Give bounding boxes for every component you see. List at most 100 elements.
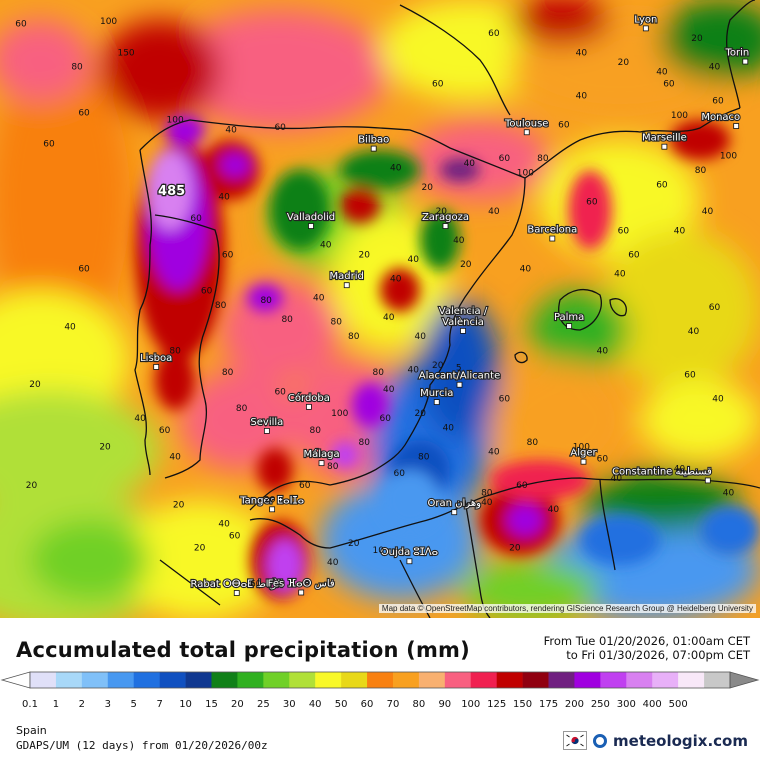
value-label: 80 [359, 438, 371, 448]
value-label: 60 [684, 371, 696, 381]
value-label: 20 [432, 361, 444, 371]
city-marker [269, 506, 276, 513]
value-label: 40 [614, 270, 626, 280]
city-label: Alacant/Alicante [419, 371, 500, 382]
city-marker [406, 558, 413, 565]
value-label: 40 [488, 207, 500, 217]
legend-swatches [0, 671, 760, 689]
city-label: Constantine قسنطينة [612, 466, 712, 477]
value-label: 60 [78, 108, 90, 118]
value-label: 80 [537, 154, 549, 164]
legend-label: 30 [283, 699, 296, 710]
legend-label: 15 [205, 699, 218, 710]
value-label: 40 [464, 159, 476, 169]
legend-swatch [341, 672, 368, 688]
value-label: 60 [558, 120, 570, 130]
value-label: 40 [383, 385, 395, 395]
value-label: 40 [415, 332, 427, 342]
legend-outline [29, 671, 731, 689]
city-marker [308, 223, 314, 229]
value-label: 20 [173, 500, 185, 510]
value-label: 20 [436, 207, 448, 217]
value-label: 20 [509, 544, 521, 554]
value-label: 80 [348, 332, 360, 342]
city-label: Sevilla [250, 417, 283, 428]
value-label: 60 [394, 469, 406, 479]
city-marker [233, 590, 240, 596]
precip-field-detail [135, 115, 760, 600]
brand-name: meteologix.com [613, 731, 748, 750]
city-marker [442, 223, 449, 229]
value-label: 100 [720, 152, 737, 162]
city-labels: Lyon Torin Monaco Toulouse Marseille Bilbao Va… [139, 13, 750, 596]
city-label: Valencia / [439, 306, 488, 317]
value-label: 80 [695, 166, 707, 176]
value-label: 60 [43, 140, 55, 150]
value-label: 20 [26, 481, 38, 491]
value-label: 60 [516, 481, 528, 491]
city-marker [298, 589, 305, 596]
precipitation-map[interactable]: Lyon Torin Monaco Toulouse Marseille Bilbao Va… [0, 0, 760, 618]
value-label: 20 [691, 34, 703, 44]
legend-swatch [678, 672, 705, 688]
value-label: 80 [260, 296, 272, 306]
city-marker [580, 458, 587, 465]
city-marker [153, 364, 160, 370]
value-label: 150 [117, 48, 134, 58]
value-label: 80 [169, 346, 181, 356]
period-from: From Tue 01/20/2026, 01:00am CET [543, 634, 750, 648]
city-marker [318, 460, 325, 467]
legend-swatch [704, 672, 731, 688]
value-label: 80 [236, 404, 248, 414]
city-label: Fès ⴼⴰⵙ فاس [268, 578, 335, 590]
value-label: 40 [225, 125, 237, 135]
value-label: 80 [281, 315, 293, 325]
value-label: 40 [576, 92, 588, 102]
legend-label: 150 [513, 699, 532, 710]
chart-title: Accumulated total precipitation (mm) [16, 638, 470, 662]
value-label: 80 [373, 368, 385, 378]
value-label: 40 [712, 395, 724, 405]
legend-swatch [55, 672, 83, 688]
legend-swatch [367, 672, 394, 688]
value-label: 60 [250, 580, 262, 590]
color-legend: 0.1 1 2 3 5 7 10 15 20 25 30 40 50 60 70 80 90 100 125 150 1… [0, 671, 760, 710]
legend-swatch [470, 672, 497, 688]
city-marker [549, 235, 556, 242]
legend-swatch [548, 672, 575, 688]
value-label: 60 [380, 414, 392, 424]
value-label: 80 [418, 452, 430, 462]
city-label: Oran وهران [428, 498, 482, 509]
meteologix-logo-icon [593, 733, 608, 748]
value-label: 60 [628, 250, 640, 260]
value-label: 40 [313, 294, 325, 304]
value-label: 40 [64, 322, 76, 332]
legend-label: 50 [335, 699, 348, 710]
value-label: 60 [597, 455, 609, 465]
value-label: 20 [348, 539, 360, 549]
model-run: GDAPS/UM (12 days) from 01/20/2026/00z [16, 739, 268, 752]
legend-swatch [574, 672, 601, 688]
value-label: 20 [29, 380, 41, 390]
city-marker [642, 25, 649, 32]
value-label: 20 [194, 544, 206, 554]
legend-label: 40 [309, 699, 322, 710]
value-label: 60 [586, 197, 598, 207]
value-label: 40 [674, 464, 686, 474]
value-label: 40 [702, 207, 714, 217]
value-label: 80 [481, 488, 493, 498]
city-marker [370, 145, 377, 152]
city-label: Palma [554, 312, 584, 323]
value-label: 80 [215, 301, 227, 311]
city-label: Málaga [303, 448, 339, 460]
value-label: 40 [390, 164, 402, 174]
city-label: Tanger ⵟⴰⵏⵊⴰ [239, 495, 304, 506]
legend-label: 500 [669, 699, 688, 710]
city-label: Rabat ⵔⴱⴰⵟ الرباط [191, 579, 283, 590]
value-label: 100 [100, 17, 117, 27]
city-label: Oujda ⵓⵊⴷⴰ [381, 547, 438, 558]
brand[interactable]: meteologix.com [563, 731, 748, 750]
city-marker [661, 143, 668, 150]
city-label: Zaragoza [422, 212, 469, 223]
value-label: 40 [408, 366, 420, 376]
